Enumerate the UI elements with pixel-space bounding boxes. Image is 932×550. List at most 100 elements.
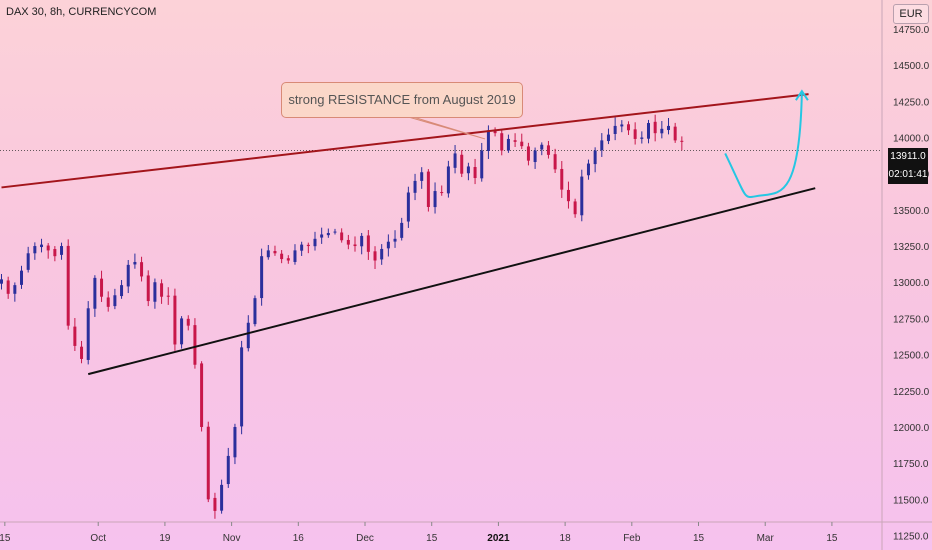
candle-up xyxy=(580,176,584,216)
candle-down xyxy=(633,129,637,139)
x-tick-label: 2021 xyxy=(487,533,510,544)
candle-down xyxy=(193,325,197,365)
candle-down xyxy=(566,189,570,202)
x-tick-label: 15 xyxy=(426,533,438,544)
candle-down xyxy=(653,121,657,134)
candle-down xyxy=(346,239,350,245)
resistance-annotation[interactable]: strong RESISTANCE from August 2019 xyxy=(281,82,523,118)
candle-up xyxy=(126,264,130,287)
x-tick-label: Dec xyxy=(356,533,374,544)
candle-up xyxy=(220,484,224,511)
candle-up xyxy=(26,253,30,270)
candle-up xyxy=(413,180,417,193)
candle-down xyxy=(500,133,504,151)
candle-up xyxy=(33,246,37,254)
candle-up xyxy=(613,125,617,135)
y-tick-label: 11500.0 xyxy=(893,495,929,506)
y-tick-label: 13250.0 xyxy=(893,242,930,253)
x-tick-label: 15 xyxy=(0,533,11,544)
candle-down xyxy=(186,318,190,326)
candle-up xyxy=(420,172,424,181)
candle-countdown: 02:01:41 xyxy=(888,166,928,184)
candle-up xyxy=(326,233,330,236)
candle-up xyxy=(400,222,404,238)
candle-down xyxy=(213,497,217,511)
candle-up xyxy=(233,426,237,458)
candle-up xyxy=(86,308,90,360)
current-price-label: 13911.0 xyxy=(888,148,928,166)
candle-up xyxy=(260,256,264,299)
y-tick-label: 12250.0 xyxy=(893,387,930,398)
candle-up xyxy=(180,318,184,345)
x-tick-label: Nov xyxy=(223,533,241,544)
y-tick-label: 14500.0 xyxy=(893,61,930,72)
candle-up xyxy=(453,153,457,168)
candle-up xyxy=(300,244,304,251)
candle-down xyxy=(553,154,557,170)
candle-down xyxy=(680,140,684,142)
candle-up xyxy=(393,238,397,242)
candle-up xyxy=(466,166,470,174)
candle-down xyxy=(6,280,10,294)
candle-up xyxy=(533,150,537,163)
candle-up xyxy=(253,298,257,325)
y-tick-label: 14250.0 xyxy=(893,97,930,108)
candle-down xyxy=(626,124,630,131)
candle-up xyxy=(620,124,624,127)
candle-down xyxy=(513,140,517,142)
candle-up xyxy=(13,285,17,294)
y-tick-label: 12000.0 xyxy=(893,423,930,434)
projection-arrowhead xyxy=(795,89,809,101)
candle-up xyxy=(133,261,137,265)
candle-up xyxy=(606,134,610,142)
candle-down xyxy=(473,167,477,179)
candle-up xyxy=(480,150,484,179)
y-tick-label: 13000.0 xyxy=(893,278,930,289)
candle-down xyxy=(493,130,497,134)
candle-up xyxy=(360,235,364,247)
projection-curve xyxy=(724,91,803,199)
candle-down xyxy=(673,126,677,141)
candle-down xyxy=(286,258,290,261)
candle-down xyxy=(573,201,577,215)
candle-down xyxy=(273,251,277,254)
x-tick-label: 19 xyxy=(159,533,171,544)
candle-up xyxy=(226,455,230,485)
candle-up xyxy=(266,250,270,258)
candle-up xyxy=(320,234,324,238)
candle-down xyxy=(560,168,564,190)
x-tick-label: 15 xyxy=(826,533,838,544)
candle-down xyxy=(140,262,144,277)
candle-down xyxy=(306,244,310,247)
candle-down xyxy=(106,297,110,307)
candle-up xyxy=(93,277,97,309)
y-tick-label: 14750.0 xyxy=(893,25,930,36)
candle-down xyxy=(80,346,84,359)
candle-down xyxy=(460,154,464,174)
currency-selector[interactable]: EUR xyxy=(893,4,929,24)
x-tick-label: 16 xyxy=(293,533,305,544)
candle-down xyxy=(66,245,70,326)
candle-down xyxy=(366,235,370,252)
candle-up xyxy=(153,282,157,302)
candle-down xyxy=(526,146,530,161)
candle-down xyxy=(73,326,77,346)
candle-down xyxy=(160,283,164,297)
candle-up xyxy=(646,123,650,139)
candle-up xyxy=(660,128,664,134)
candle-up xyxy=(333,231,337,233)
y-tick-label: 14000.0 xyxy=(893,134,930,145)
candle-down xyxy=(100,278,104,297)
candle-up xyxy=(380,248,384,260)
candle-up xyxy=(20,270,24,285)
candle-up xyxy=(60,246,64,255)
x-tick-label: Mar xyxy=(757,533,775,544)
candle-down xyxy=(46,245,50,251)
candle-up xyxy=(540,144,544,150)
y-tick-label: 11750.0 xyxy=(893,459,929,470)
candle-down xyxy=(426,171,430,207)
candle-down xyxy=(373,251,377,261)
candle-up xyxy=(240,347,244,427)
x-tick-label: 18 xyxy=(560,533,572,544)
